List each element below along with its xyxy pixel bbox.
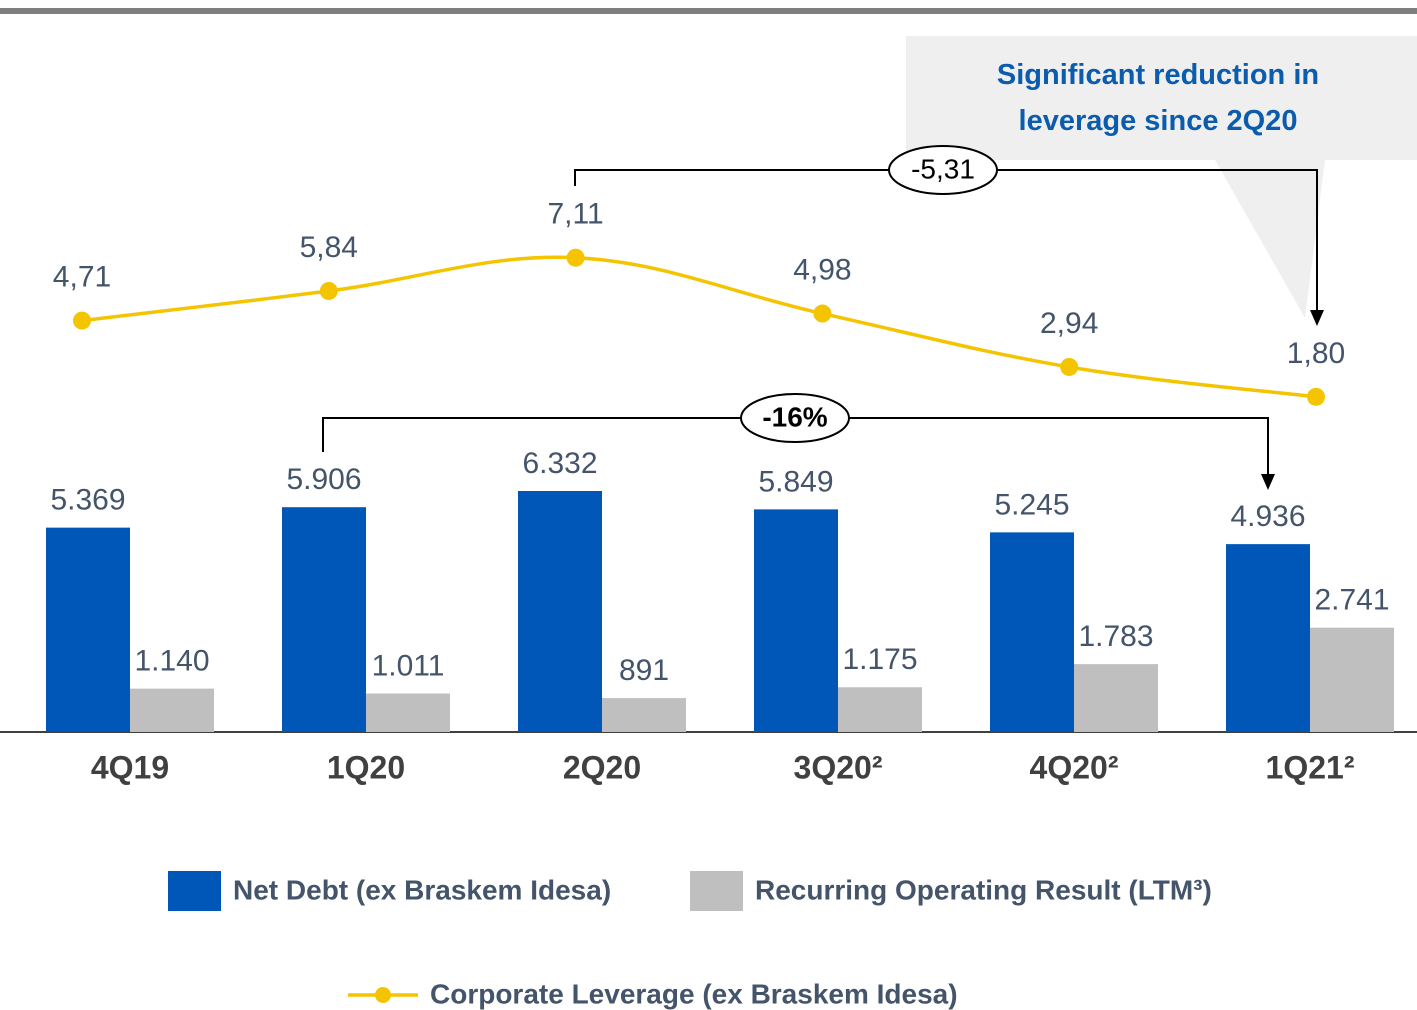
bar — [754, 509, 838, 732]
top-rule — [0, 8, 1417, 14]
data-label: 5.849 — [758, 465, 833, 498]
line-point — [566, 248, 585, 267]
data-label: 4,98 — [793, 253, 851, 286]
badge — [888, 145, 998, 195]
data-label: 1.783 — [1078, 620, 1153, 653]
line-point — [319, 281, 338, 300]
data-label: 4,71 — [53, 261, 111, 294]
legend-label: Corporate Leverage (ex Braskem Idesa) — [430, 978, 958, 1009]
data-label: 7,11 — [548, 198, 604, 231]
line-point — [73, 311, 91, 330]
badge — [740, 393, 850, 443]
line-point — [813, 304, 832, 323]
legend-label: Net Debt (ex Braskem Idesa) — [233, 874, 611, 905]
annotation: -16% — [762, 401, 827, 432]
data-label: 5.245 — [994, 488, 1069, 521]
callout-text: Significant reduction in leverage since … — [996, 59, 1320, 137]
x-tick-label: 3Q20² — [794, 749, 883, 785]
bar — [46, 527, 130, 732]
bar — [838, 687, 922, 732]
annotation: -5,31 — [911, 153, 975, 184]
callout-box — [906, 36, 1417, 318]
data-label: 1.140 — [134, 645, 209, 678]
data-label: 891 — [619, 654, 669, 687]
data-label: 1.175 — [842, 643, 917, 676]
bar — [1226, 544, 1310, 732]
bar — [602, 698, 686, 732]
legend-swatch — [690, 871, 743, 911]
arrow-head — [1310, 310, 1324, 326]
x-tick-label: 2Q20 — [563, 749, 641, 785]
data-label: 4.936 — [1230, 500, 1305, 533]
data-label: 6.332 — [522, 447, 597, 480]
bar — [282, 507, 366, 732]
line — [81, 255, 1317, 399]
x-tick-label: 4Q19 — [91, 749, 169, 785]
bar — [1074, 664, 1158, 732]
data-label: 2.741 — [1314, 584, 1389, 617]
legend-label: Recurring Operating Result (LTM³) — [755, 874, 1212, 905]
x-tick-label: 4Q20² — [1030, 749, 1119, 785]
legend-swatch — [375, 987, 391, 1003]
bar — [990, 532, 1074, 732]
legend-swatch — [168, 871, 221, 911]
x-tick-label: 1Q21² — [1266, 749, 1355, 785]
line-point — [1307, 387, 1325, 406]
bar — [518, 490, 602, 732]
bar — [130, 688, 214, 732]
bar — [366, 693, 450, 732]
x-tick-label: 1Q20 — [327, 749, 405, 785]
bar — [1310, 627, 1394, 732]
data-label: 5.369 — [50, 484, 125, 517]
line-point — [1060, 357, 1079, 376]
data-label: 5.906 — [286, 463, 361, 496]
data-label: 1,80 — [1287, 337, 1345, 370]
data-label: 5,84 — [300, 231, 358, 264]
data-label: 2,94 — [1040, 307, 1098, 340]
arrow-head — [1261, 474, 1275, 490]
data-label: 1.011 — [372, 649, 445, 682]
